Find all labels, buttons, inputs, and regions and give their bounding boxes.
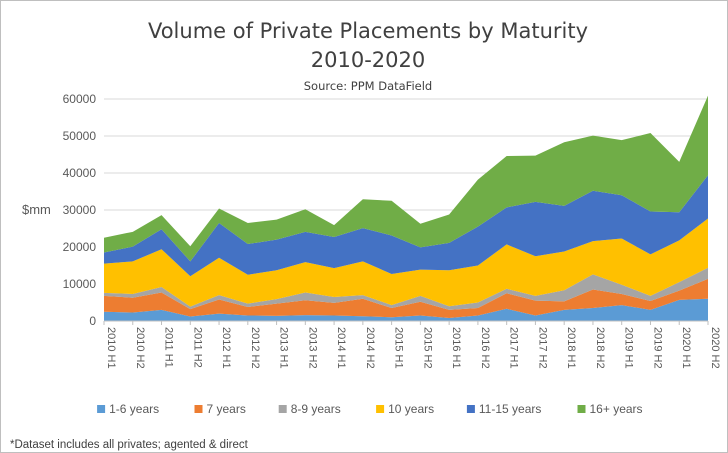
area-series-11-15-years xyxy=(104,175,708,277)
x-tick-label: 2013 H1 xyxy=(278,327,290,369)
legend-swatch xyxy=(466,405,475,413)
legend-swatch xyxy=(97,405,106,413)
y-axis-label: $mm xyxy=(22,202,51,217)
x-tick-label: 2014 H2 xyxy=(364,327,376,369)
legend-swatch xyxy=(278,405,287,413)
x-tick-label: 2017 H2 xyxy=(536,327,548,369)
area-series-8-9-years xyxy=(104,267,708,310)
x-tick-labels: 2010 H1 2010 H2 2011 H1 2011 H2 2012 H1 2012 … xyxy=(105,327,721,369)
x-tick-label: 2012 H2 xyxy=(249,327,261,369)
plot-areas xyxy=(104,95,708,321)
x-tick-label: 2011 H1 xyxy=(163,327,175,368)
chart-subtitle: 2010-2020 xyxy=(311,48,425,72)
legend-label: 11-15 years xyxy=(479,402,541,416)
x-tick-label: 2016 H1 xyxy=(450,327,462,369)
x-tick-label: 2010 H1 xyxy=(105,327,117,369)
x-tick-label: 2020 H2 xyxy=(709,327,721,369)
legend: 1-6 years 7 years 8-9 years 10 years 11-15 y… xyxy=(97,402,643,416)
x-tick-label: 2018 H2 xyxy=(594,327,606,369)
y-tick-label: 60000 xyxy=(63,92,97,106)
legend-label: 16+ years xyxy=(590,402,643,416)
y-tick-label: 50000 xyxy=(63,129,97,143)
x-tick-label: 2016 H2 xyxy=(479,327,491,369)
x-tick-label: 2010 H2 xyxy=(134,327,146,369)
y-tick-label: 10000 xyxy=(63,277,97,291)
legend-item: 10 years xyxy=(376,402,434,416)
x-tick-label: 2018 H1 xyxy=(565,327,577,369)
legend-label: 8-9 years xyxy=(291,402,341,416)
x-tick-label: 2019 H1 xyxy=(623,327,635,369)
axes xyxy=(103,320,709,325)
area-series-10-years xyxy=(104,218,708,307)
x-tick-label: 2014 H1 xyxy=(335,327,347,369)
legend-item: 16+ years xyxy=(577,402,643,416)
legend-label: 1-6 years xyxy=(109,402,159,416)
footnote: *Dataset includes all privates; agented … xyxy=(10,439,249,451)
x-tick-label: 2020 H1 xyxy=(680,327,692,369)
area-series-1-6-years xyxy=(104,298,708,321)
legend-item: 11-15 years xyxy=(466,402,541,416)
x-tick-label: 2019 H2 xyxy=(651,327,663,369)
chart-title: Volume of Private Placements by Maturity xyxy=(148,19,588,43)
legend-swatch xyxy=(376,405,385,413)
x-tick-label: 2012 H1 xyxy=(220,327,232,369)
area-series-7-years xyxy=(104,278,708,319)
chart-source: Source: PPM DataField xyxy=(304,79,432,93)
area-series-16-years xyxy=(104,95,708,262)
x-tick-label: 2013 H2 xyxy=(306,327,318,369)
x-tick-label: 2015 H1 xyxy=(393,327,405,369)
x-tick-label: 2015 H2 xyxy=(421,327,433,369)
x-tick-label: 2017 H1 xyxy=(508,327,520,369)
legend-item: 1-6 years xyxy=(97,402,159,416)
legend-item: 7 years xyxy=(194,402,246,416)
legend-swatch xyxy=(194,405,203,413)
legend-item: 8-9 years xyxy=(278,402,341,416)
legend-label: 10 years xyxy=(388,402,434,416)
y-tick-label: 20000 xyxy=(63,240,97,254)
y-tick-label: 30000 xyxy=(63,203,97,217)
legend-label: 7 years xyxy=(207,402,246,416)
y-tick-label: 40000 xyxy=(63,166,97,180)
y-tick-label: 0 xyxy=(89,314,96,328)
y-tick-labels: 0 10000 20000 30000 40000 50000 60000 xyxy=(63,92,97,328)
x-tick-label: 2011 H2 xyxy=(191,327,203,368)
legend-swatch xyxy=(577,405,586,413)
